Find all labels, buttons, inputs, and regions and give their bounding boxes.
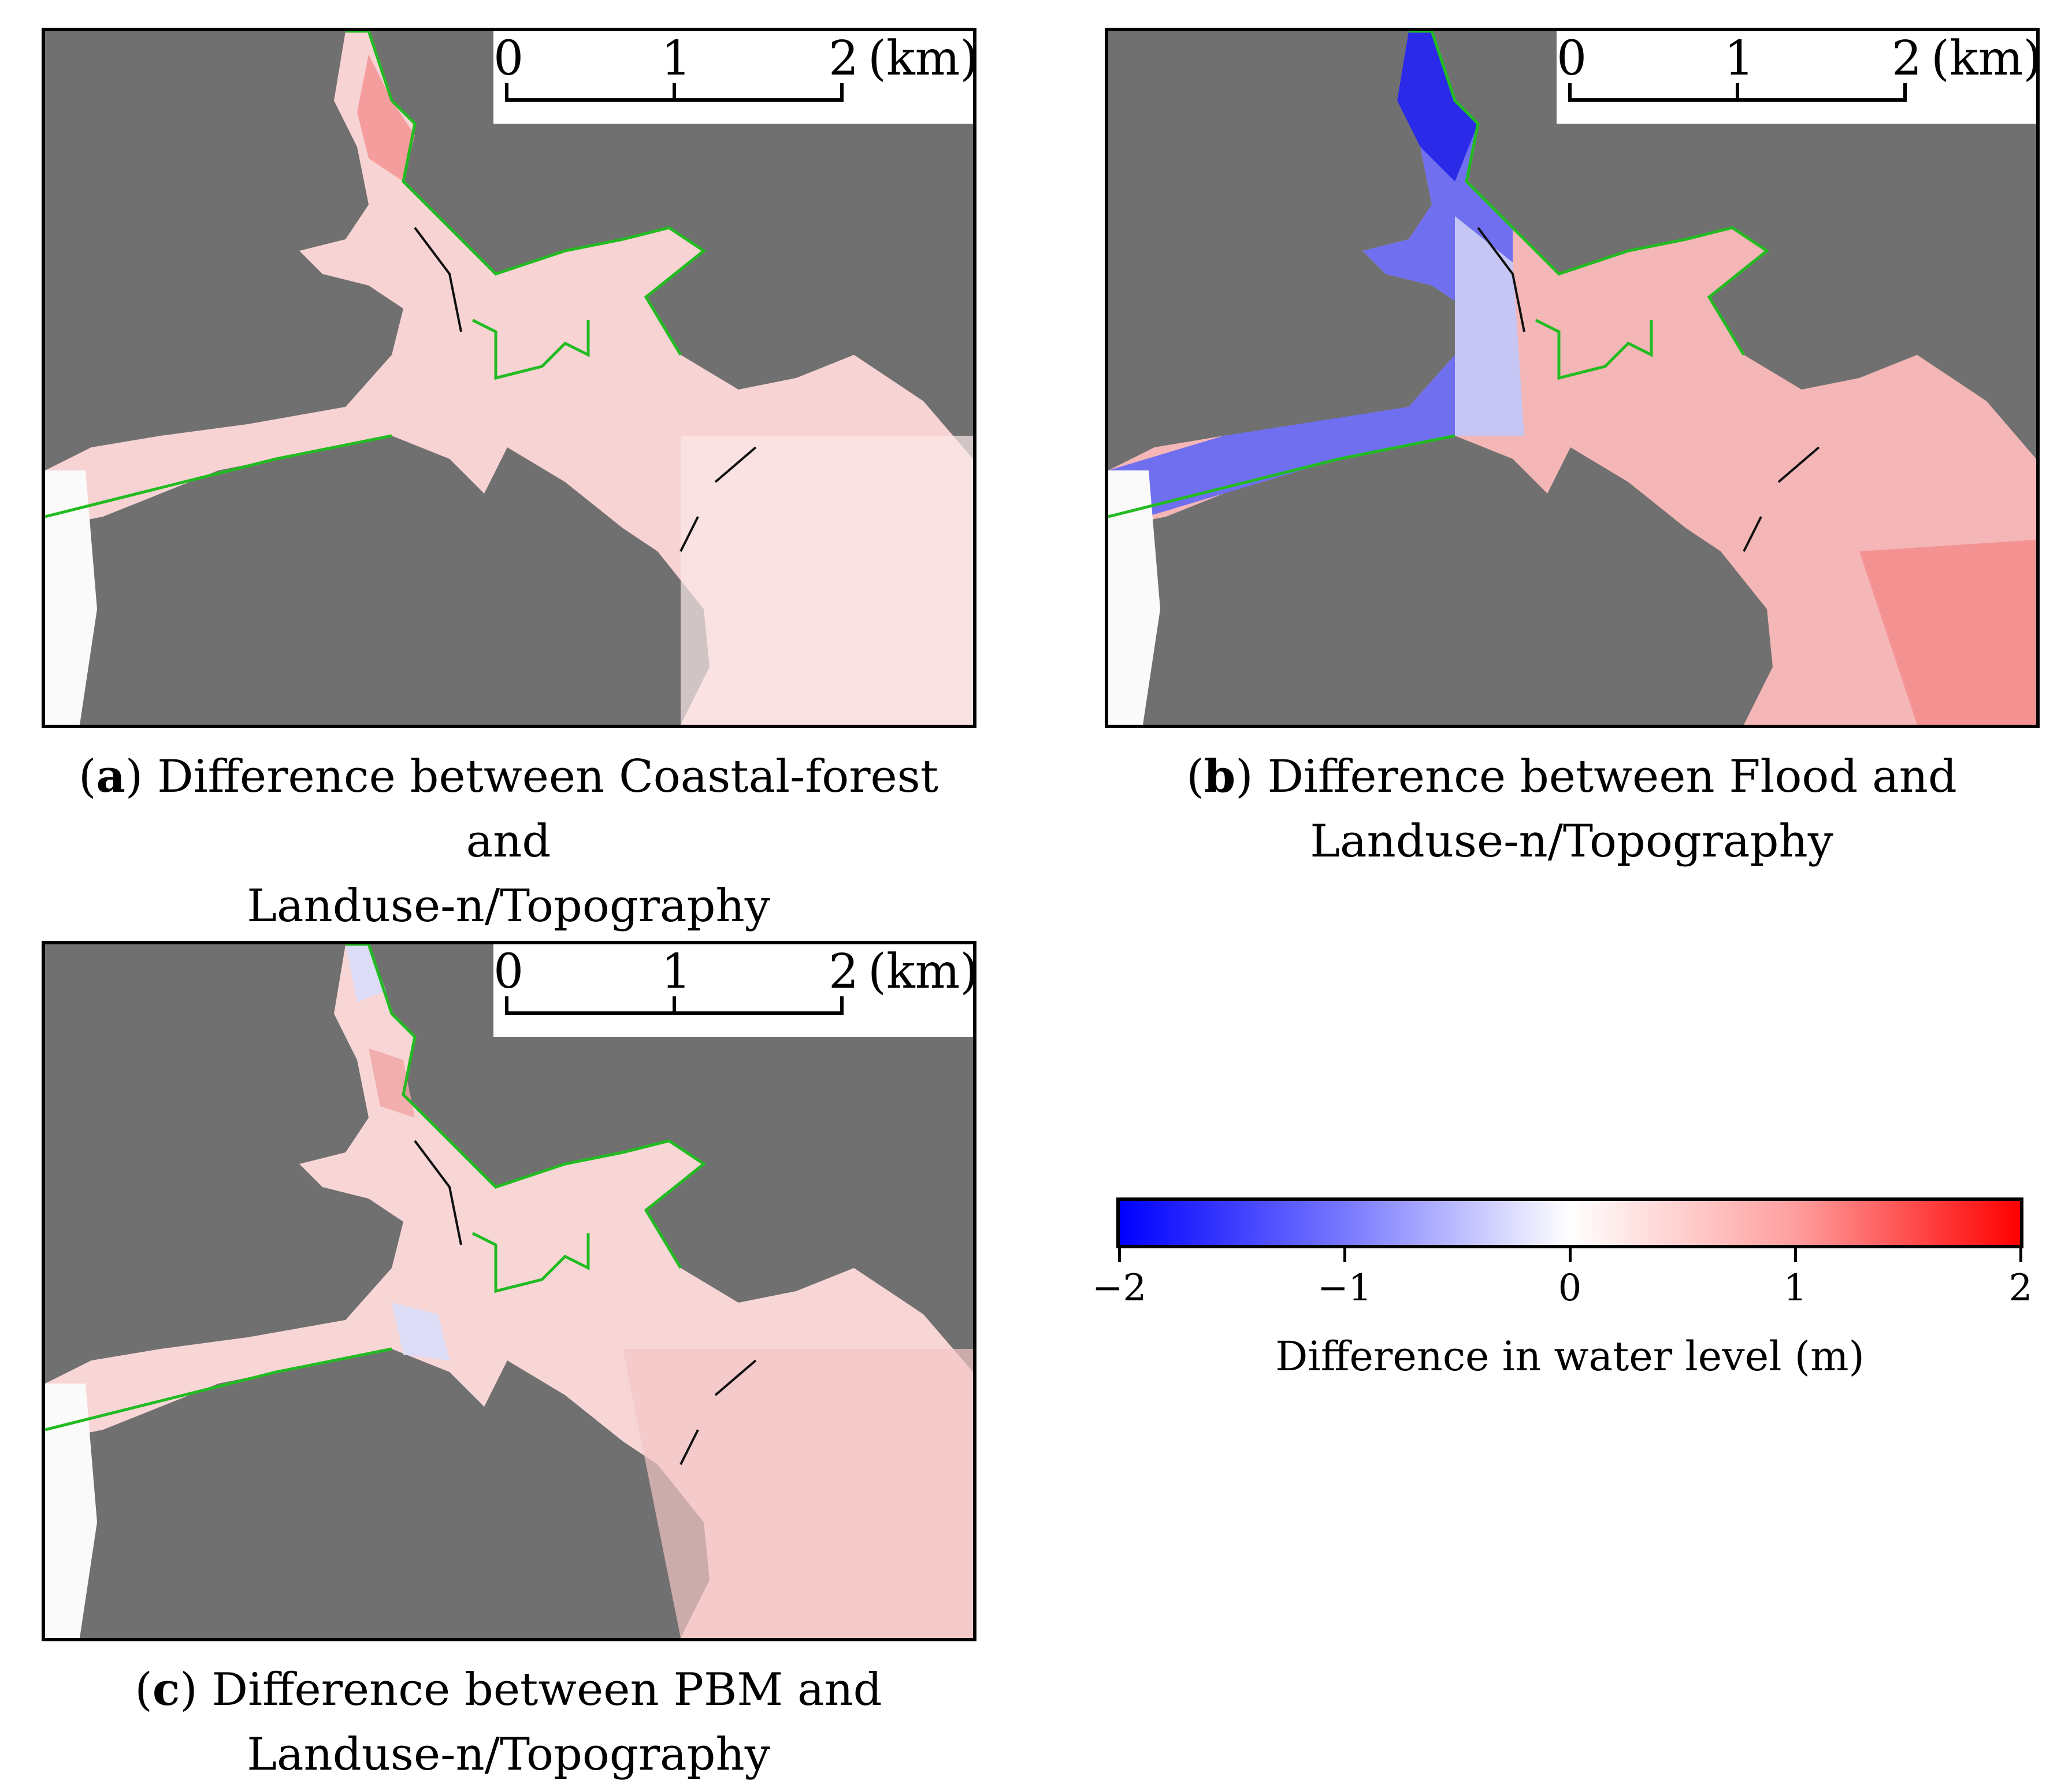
cb-tick-2 <box>1569 1248 1572 1262</box>
colorbar-title: Difference in water level (m) <box>1275 1333 1865 1380</box>
caption-a: (a) Difference between Coastal-forest an… <box>78 750 939 932</box>
scale-label-2: 2 <box>829 31 859 86</box>
caption-b: (b) Difference between Flood and Landuse… <box>1186 750 1957 867</box>
colorbar <box>1116 1197 2023 1248</box>
caption-c-letter: c <box>152 1663 180 1716</box>
scale-tick-2 <box>840 83 844 102</box>
cb-tick-1 <box>1343 1248 1346 1262</box>
caption-b-line1: Difference between Flood and <box>1267 751 1957 803</box>
caption-c-line1: Difference between PBM and <box>211 1664 882 1716</box>
scale-tick-0 <box>1568 83 1572 102</box>
cb-tick-label-3: 1 <box>1783 1267 1807 1310</box>
scale-tick-1 <box>1736 83 1739 102</box>
caption-c-line2: Landuse-n/Topography <box>247 1729 770 1781</box>
scale-label-2: 2 <box>1892 31 1922 86</box>
cb-tick-label-1: −1 <box>1317 1267 1372 1310</box>
scale-tick-1 <box>673 83 676 102</box>
scale-label-0: 0 <box>493 944 524 999</box>
map-c: 0 1 2 (km) <box>42 941 976 1641</box>
scale-bar-b: 0 1 2 (km) <box>1557 31 2036 124</box>
scale-tick-0 <box>505 83 508 102</box>
map-b-raster <box>1108 31 2036 725</box>
scale-unit: (km) <box>868 944 976 999</box>
cb-tick-4 <box>2019 1248 2022 1262</box>
map-a-raster <box>45 31 973 725</box>
caption-c: (c) Difference between PBM and Landuse-n… <box>135 1663 882 1781</box>
map-b: 0 1 2 (km) <box>1105 28 2040 728</box>
cb-tick-label-2: 0 <box>1558 1267 1582 1310</box>
scale-label-1: 1 <box>1724 31 1755 86</box>
caption-a-letter: a <box>96 750 125 803</box>
scale-label-1: 1 <box>661 944 692 999</box>
scale-tick-0 <box>505 996 508 1015</box>
scale-tick-2 <box>1903 83 1907 102</box>
map-a: 0 1 2 (km) <box>42 28 976 728</box>
scale-bar-a: 0 1 2 (km) <box>493 31 973 124</box>
cb-tick-label-4: 2 <box>2008 1267 2033 1310</box>
scale-label-0: 0 <box>1557 31 1587 86</box>
scale-label-2: 2 <box>829 944 859 999</box>
scale-label-1: 1 <box>661 31 692 86</box>
scale-tick-1 <box>673 996 676 1015</box>
caption-a-line2: Landuse-n/Topography <box>247 880 770 932</box>
scale-unit: (km) <box>1931 31 2040 86</box>
cb-tick-label-0: −2 <box>1091 1267 1147 1310</box>
cb-tick-3 <box>1794 1248 1797 1262</box>
scale-label-0: 0 <box>493 31 524 86</box>
map-c-raster <box>45 944 973 1638</box>
caption-b-letter: b <box>1204 750 1236 803</box>
scale-bar-c: 0 1 2 (km) <box>493 944 973 1037</box>
caption-b-line2: Landuse-n/Topography <box>1310 815 1833 867</box>
cb-tick-0 <box>1118 1248 1121 1262</box>
caption-a-line1: Difference between Coastal-forest and <box>157 751 939 867</box>
scale-tick-2 <box>840 996 844 1015</box>
scale-unit: (km) <box>868 31 976 86</box>
